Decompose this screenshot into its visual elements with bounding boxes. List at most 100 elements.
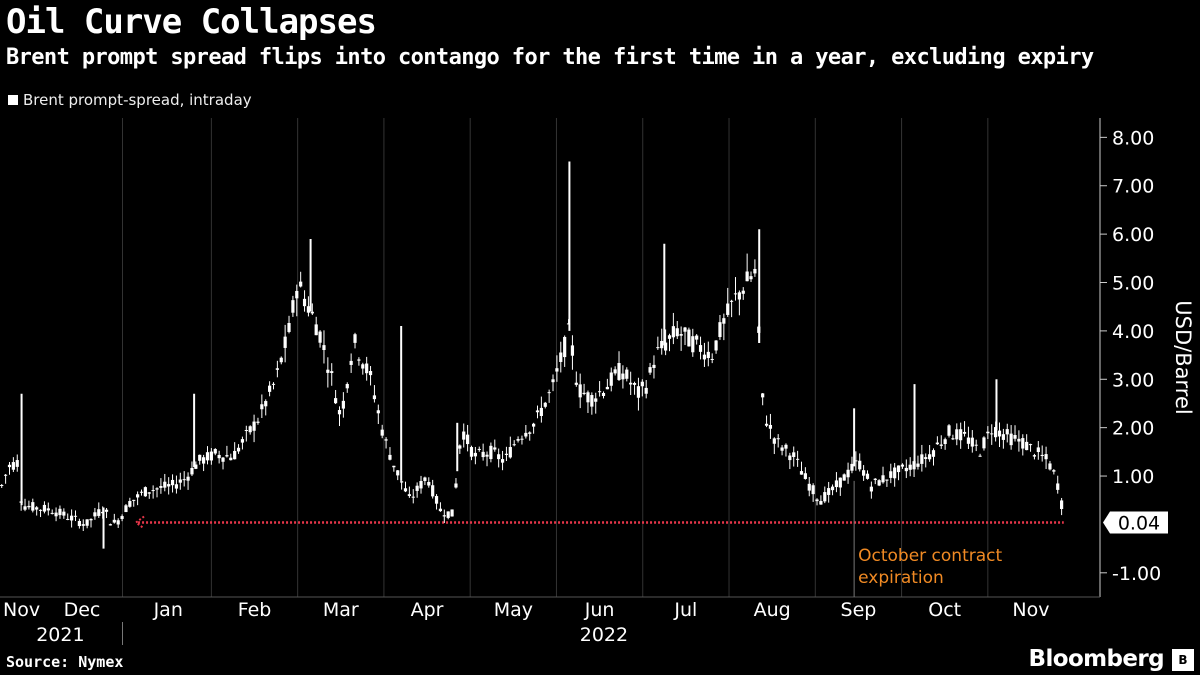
candle-body — [295, 290, 299, 299]
x-year-label: 2022 — [580, 624, 628, 646]
candle-body — [431, 485, 435, 497]
candle-body — [718, 322, 722, 338]
x-year-label: 2021 — [36, 624, 84, 646]
y-tick-label: 7.00 — [1112, 176, 1154, 198]
candle-body — [93, 512, 97, 517]
candle-body — [205, 452, 210, 461]
last-value-label: 0.04 — [1118, 512, 1160, 534]
candle-body — [1060, 500, 1064, 509]
y-tick-label: 6.00 — [1112, 224, 1154, 246]
candle-body — [73, 515, 78, 517]
candle-body — [132, 499, 136, 501]
candle-body — [27, 505, 31, 508]
candle-body — [159, 486, 163, 488]
y-tick-label: 8.00 — [1112, 127, 1154, 149]
candle-body — [485, 454, 489, 457]
candle-body — [695, 335, 699, 340]
candle-body — [438, 508, 443, 512]
candle-body — [574, 382, 578, 385]
candle-body — [640, 381, 644, 387]
candle-body — [578, 384, 582, 398]
candle-body — [1013, 435, 1017, 439]
candle-body — [318, 331, 322, 343]
candle-body — [570, 345, 575, 356]
candle-body — [764, 423, 769, 426]
candle-body — [994, 427, 998, 438]
candle-body — [966, 437, 971, 444]
candle-body — [535, 410, 540, 413]
candle-body — [194, 464, 198, 469]
candle-body — [264, 401, 268, 407]
candle-body — [974, 444, 978, 446]
candle-body — [916, 463, 920, 467]
candle-body — [248, 426, 252, 433]
legend-label: Brent prompt-spread, intraday — [23, 91, 252, 109]
candle-body — [287, 323, 291, 332]
candle-body — [229, 457, 233, 461]
candle-body — [147, 492, 151, 494]
candle-body — [493, 447, 497, 450]
candle-body — [683, 327, 687, 332]
candle-body — [275, 368, 279, 370]
candle-body — [477, 448, 481, 450]
candle-body — [143, 487, 147, 497]
candle-body — [1032, 455, 1037, 457]
candle-body — [178, 479, 182, 483]
candle-body — [710, 358, 714, 360]
candle-body — [555, 368, 559, 372]
candle-body — [543, 402, 547, 407]
candle-body — [349, 360, 353, 365]
candle-body — [202, 457, 206, 464]
candle-body — [136, 494, 140, 498]
candle-body — [384, 439, 388, 441]
candle-body — [89, 518, 93, 521]
candle-body — [23, 506, 27, 510]
candle-body — [943, 439, 947, 445]
candle-body — [881, 475, 885, 483]
candle-body — [500, 459, 505, 463]
candle-body — [819, 501, 823, 505]
bloomberg-logo: Bloomberg — [1028, 646, 1165, 672]
x-month-label: Mar — [323, 599, 359, 621]
candle-body — [834, 480, 839, 488]
x-month-label: Nov — [1012, 599, 1049, 621]
candle-body — [726, 303, 730, 315]
candle-body — [236, 447, 241, 452]
candle-body — [951, 438, 955, 440]
candle-body — [271, 383, 276, 385]
candle-body — [279, 357, 283, 363]
candle-body — [508, 447, 512, 458]
candle-body — [392, 465, 396, 468]
candle-body — [862, 470, 866, 476]
candle-body — [357, 359, 361, 361]
candle-body — [924, 457, 928, 459]
candle-body — [50, 512, 54, 514]
candle-body — [1048, 463, 1052, 470]
x-month-label: Jun — [584, 599, 615, 621]
candle-body — [1017, 438, 1021, 442]
candle-body — [244, 430, 248, 432]
candle-body — [520, 438, 524, 440]
candles — [0, 161, 1064, 549]
candle-body — [1044, 454, 1048, 460]
candle-body — [11, 462, 15, 470]
candle-body — [116, 520, 120, 525]
candle-body — [167, 484, 171, 487]
candle-body — [182, 479, 186, 481]
candle-body — [4, 474, 8, 476]
candle-body — [768, 424, 773, 429]
candle-body — [532, 423, 536, 427]
candle-body — [928, 454, 932, 460]
x-month-label: Dec — [64, 599, 101, 621]
candle-body — [512, 444, 516, 446]
candle-body — [481, 451, 485, 458]
candle-body — [291, 300, 295, 313]
candle-body — [473, 452, 477, 457]
y-tick-label: 1.00 — [1112, 466, 1154, 488]
candle-body — [81, 524, 85, 526]
candle-body — [869, 486, 873, 492]
y-tick-label: 4.00 — [1112, 321, 1154, 343]
candle-body — [590, 395, 594, 407]
candle-body — [345, 384, 349, 389]
